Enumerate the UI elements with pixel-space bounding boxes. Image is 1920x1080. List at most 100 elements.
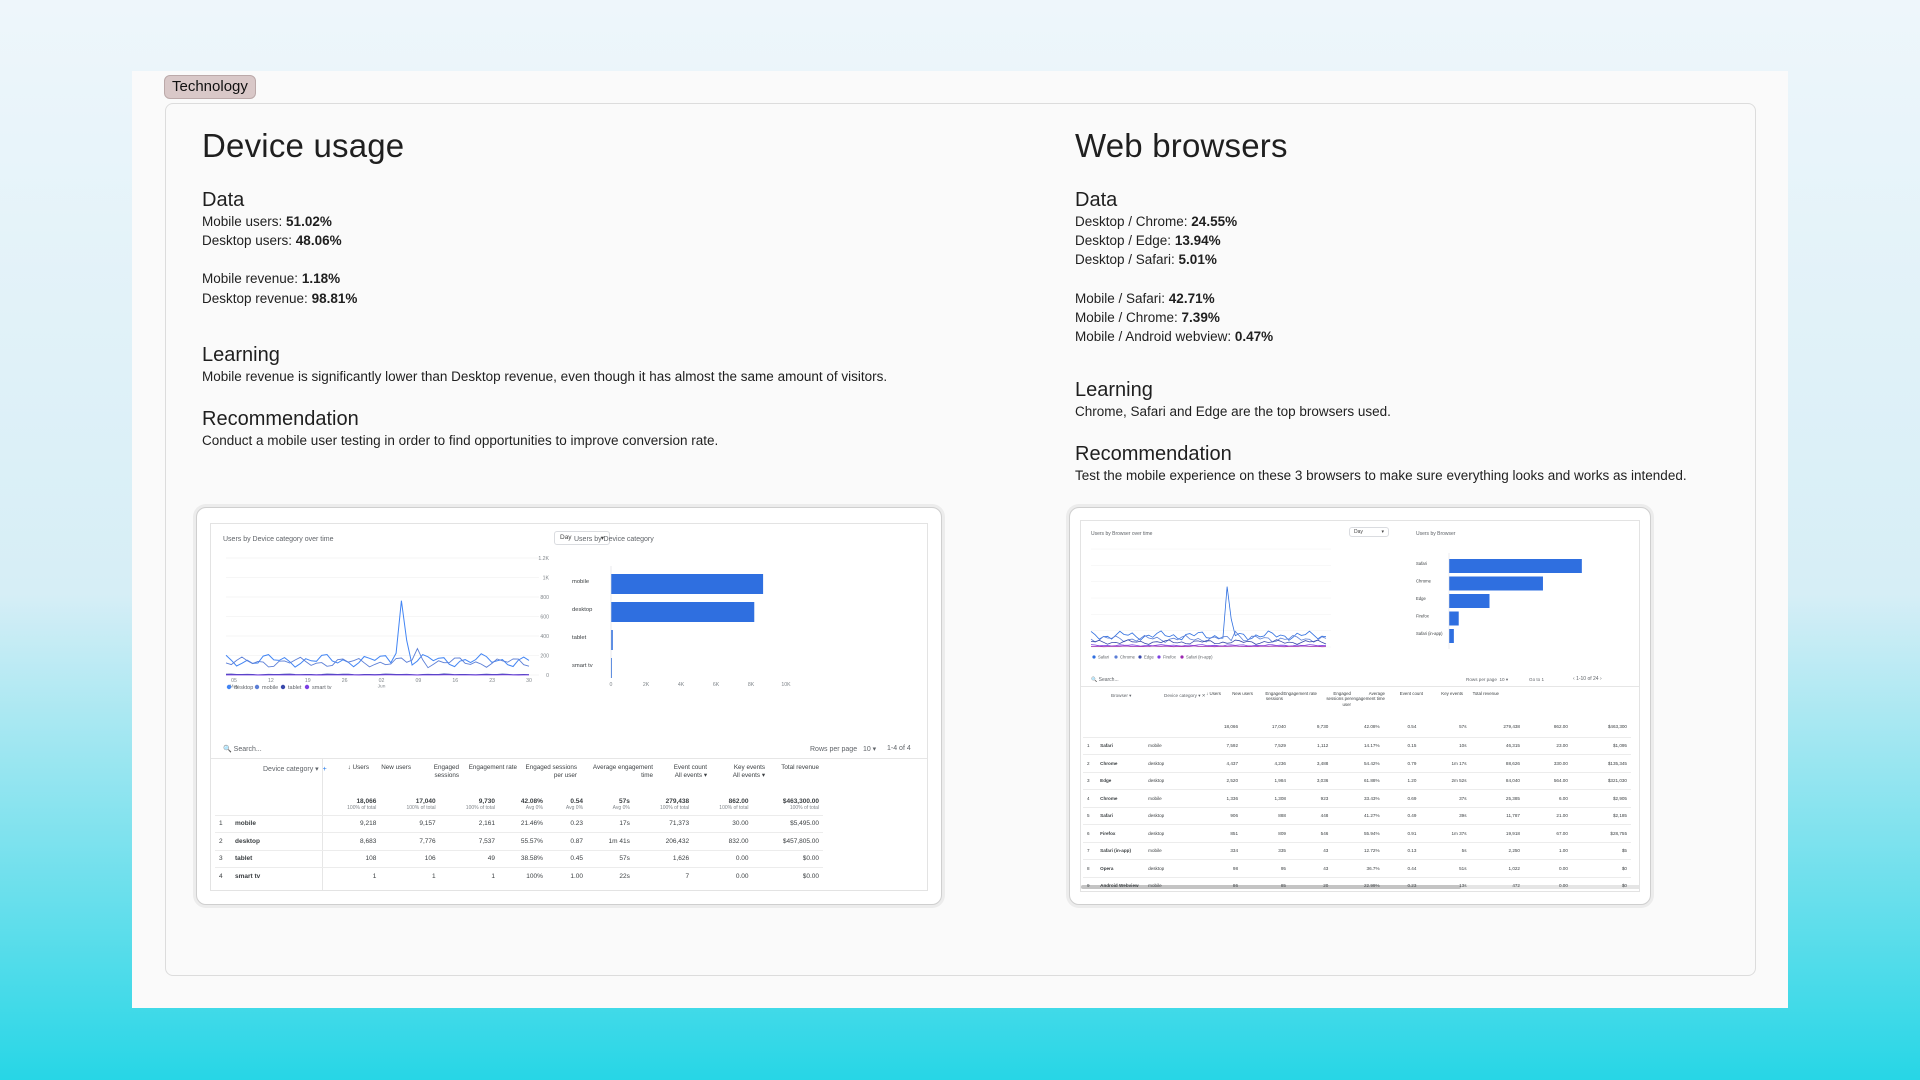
search-placeholder: Search... xyxy=(233,746,262,753)
row-cell: 832.00 xyxy=(693,832,753,850)
row-cell: $135,345 xyxy=(1571,754,1631,772)
legend-desktop: desktop xyxy=(234,685,253,691)
table-row[interactable]: 6 Firefox desktop 851 809 546 55.94% 0.91 1m 37s… xyxy=(1083,824,1631,842)
table-row[interactable]: 3 tablet 108 106 49 38.58% 0.45 57s 1,626 0.00 $0.… xyxy=(215,849,823,868)
legend-firefox: Firefox xyxy=(1163,655,1177,660)
table-row[interactable]: 4 Chrome mobile 1,336 1,308 923 33.43% 0.69 37s 2… xyxy=(1083,789,1631,807)
search-placeholder: Search... xyxy=(1098,677,1119,683)
table-row[interactable]: 9 Android Webview mobile 86 85 20 22.99% 0.23 13… xyxy=(1083,876,1631,891)
x-tick: 19 xyxy=(305,678,311,684)
dimension-header-browser[interactable]: Browser ▾ xyxy=(1111,693,1132,698)
row-cell: 0.00 xyxy=(693,849,753,868)
bar-tablet xyxy=(611,630,613,650)
search-box[interactable]: 🔍 Search... xyxy=(1091,677,1119,683)
col-header-engagement-rate[interactable]: Engagement rate xyxy=(468,764,517,771)
col-header[interactable]: ↓ Users xyxy=(1206,691,1221,696)
col-header[interactable]: Event count xyxy=(1399,691,1423,696)
bar-label: mobile xyxy=(572,579,589,585)
col-header-engaged-sessions-per-user[interactable]: Engaged sessions per user xyxy=(525,764,577,779)
data-line: Desktop revenue: 98.81% xyxy=(202,289,962,308)
table-row[interactable]: 2 Chrome desktop 4,437 4,236 3,488 54.42% 0.79 1… xyxy=(1083,754,1631,772)
rows-per-page-value: 10 xyxy=(862,746,871,753)
bar-series-group: mobile desktop tablet smart tv xyxy=(572,566,764,678)
row-cell: 108 xyxy=(321,849,381,868)
rows-per-page-label: Rows per page xyxy=(1466,677,1497,682)
row-cell: 61.88% xyxy=(1332,771,1384,790)
row-cell: $5 xyxy=(1571,841,1631,860)
data-line: Desktop / Chrome: 24.55% xyxy=(1075,212,1735,231)
dimension-label: Device category xyxy=(263,766,314,773)
col-header[interactable]: New users xyxy=(1232,691,1253,696)
row-index: 2 xyxy=(215,832,231,850)
rows-per-page[interactable]: Rows per page 10 ▾ xyxy=(810,746,877,753)
close-icon[interactable]: ✕ xyxy=(1201,693,1206,698)
col-header-avg-engagement-time[interactable]: Average engagement time xyxy=(592,764,653,779)
data-value: 48.06% xyxy=(295,233,342,249)
dimension-header-device[interactable]: Device category ▾ ✕ xyxy=(1164,693,1206,698)
chevron-left-icon[interactable]: ‹ xyxy=(1573,676,1575,682)
table-row[interactable]: 5 Safari desktop 906 888 448 41.27% 0.49 39s 11,7… xyxy=(1083,806,1631,825)
chevron-right-icon[interactable]: › xyxy=(1599,676,1602,682)
legend: Safari Chrome Edge Firefox Safari (in-ap… xyxy=(1092,655,1213,660)
legend-dot-chrome xyxy=(1114,655,1118,659)
add-dimension-icon[interactable]: + xyxy=(322,766,327,773)
col-header-new-users[interactable]: New users xyxy=(381,764,411,771)
line-edge xyxy=(1090,639,1327,645)
event-filter[interactable]: All events xyxy=(732,772,761,779)
x-tick: 30 xyxy=(526,678,532,684)
period-value: Day xyxy=(560,534,572,541)
event-filter[interactable]: All events xyxy=(674,772,703,779)
rows-per-page[interactable]: Rows per page 10 ▾ xyxy=(1466,677,1509,682)
row-cell: 51s xyxy=(1420,859,1471,877)
search-box[interactable]: 🔍 Search... xyxy=(223,745,262,753)
row-cell: $2,185 xyxy=(1571,806,1631,825)
row-cell: 448 xyxy=(1289,806,1333,825)
row-cell: 43 xyxy=(1289,859,1333,877)
col-header[interactable]: Engaged sessions xyxy=(1265,691,1283,702)
col-header-engaged-sessions[interactable]: Engaged sessions xyxy=(433,764,459,779)
table-row[interactable]: 7 Safari (in-app) mobile 334 335 43 12.72% 0.13… xyxy=(1083,841,1631,860)
table-row[interactable]: 1 Safari mobile 7,592 7,529 1,112 14.17% 0.15 10… xyxy=(1083,736,1631,755)
row-cell: 564.00 xyxy=(1523,771,1572,790)
legend-dot-edge xyxy=(1138,655,1142,659)
col-header[interactable]: Total revenue xyxy=(1472,691,1499,696)
recommendation-text: Conduct a mobile user testing in order t… xyxy=(202,433,719,449)
total-cell: $463,300 xyxy=(1607,724,1627,730)
col-header-key-events[interactable]: Key events All events ▾ xyxy=(732,764,765,779)
total-value: 279,438 xyxy=(665,798,690,806)
table-row[interactable]: 8 Opera desktop 98 95 43 36.7% 0.44 51s 1,022 0.00… xyxy=(1083,859,1631,877)
period-select[interactable]: Day ▾ xyxy=(1349,527,1389,537)
col-header-users[interactable]: ↓ Users xyxy=(347,764,369,771)
period-select[interactable]: Day ▾ xyxy=(554,531,610,545)
table-row[interactable]: 4 smart tv 1 1 1 100% 1.00 22s 7 0.00 $0.00 xyxy=(215,867,823,885)
row-cell: 54.42% xyxy=(1332,754,1384,772)
col-header[interactable]: Key events xyxy=(1441,691,1463,696)
go-to-page[interactable]: Go to 1 xyxy=(1529,677,1544,682)
legend-mobile: mobile xyxy=(262,685,278,691)
y-tick: 800 xyxy=(540,595,549,601)
table-row[interactable]: 1 mobile 9,218 9,157 2,161 21.46% 0.23 17s 71,37… xyxy=(215,814,823,833)
row-cell: 809 xyxy=(1242,824,1290,842)
table-row[interactable]: 2 desktop 8,683 7,776 7,537 55.57% 0.87 1m 41s 2… xyxy=(215,832,823,850)
table-row[interactable]: 3 Edge desktop 2,520 1,984 3,036 61.88% 1.20 2m … xyxy=(1083,771,1631,790)
col-header[interactable]: Engagement rate xyxy=(1283,691,1317,696)
legend-tablet: tablet xyxy=(288,685,302,691)
col-header-total-revenue[interactable]: Total revenue xyxy=(781,764,819,771)
row-cell: 85 xyxy=(1242,876,1290,891)
col-header[interactable]: Engaged sessions per user xyxy=(1326,691,1351,707)
row-browser: Android Webview xyxy=(1096,876,1145,891)
col-header-event-count[interactable]: Event count All events ▾ xyxy=(673,764,707,779)
chevron-down-icon: ▾ xyxy=(1381,529,1384,535)
dimension-header[interactable]: Device category ▾ + xyxy=(263,766,327,773)
bar-desktop xyxy=(611,602,755,622)
col-header[interactable]: Average engagement time xyxy=(1351,691,1385,702)
row-index: 3 xyxy=(215,849,231,868)
data-value: 13.94% xyxy=(1174,233,1221,249)
learning-heading: Learning xyxy=(1075,379,1153,402)
device-usage-section: Device usage Data Mobile users: 51.02% D… xyxy=(202,127,962,450)
header-label: Key events xyxy=(733,764,765,771)
row-cell: 38.58% xyxy=(498,849,547,868)
bar-x-tick: 10K xyxy=(781,682,791,688)
legend-dot-safari-in-app xyxy=(1180,655,1184,659)
row-cell: 55.57% xyxy=(498,832,547,850)
